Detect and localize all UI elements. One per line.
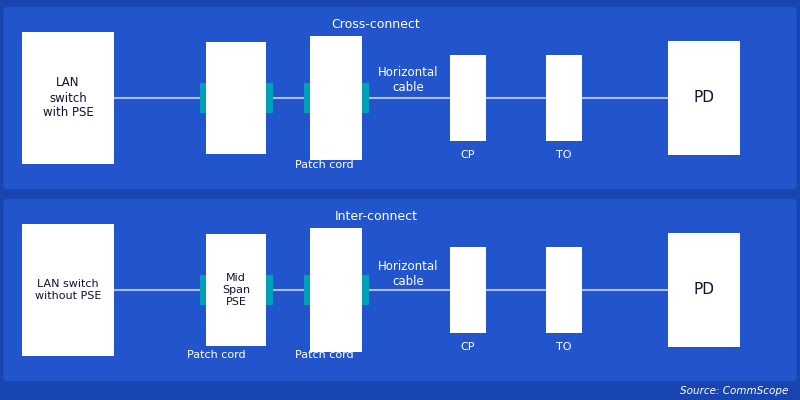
Bar — [546, 247, 582, 333]
Text: CP: CP — [461, 342, 475, 352]
Text: LAN
switch
with PSE: LAN switch with PSE — [42, 76, 94, 120]
Text: Horizontal
cable: Horizontal cable — [378, 260, 438, 288]
Text: Patch cord: Patch cord — [294, 350, 354, 360]
Text: LAN switch
without PSE: LAN switch without PSE — [35, 279, 101, 301]
Text: CP: CP — [461, 150, 475, 160]
Text: Cross-connect: Cross-connect — [332, 18, 420, 31]
Text: Inter-connect: Inter-connect — [334, 210, 418, 223]
Bar — [22, 32, 114, 164]
Bar — [668, 233, 740, 347]
Text: PD: PD — [694, 282, 714, 298]
Text: TO: TO — [556, 342, 572, 352]
FancyBboxPatch shape — [3, 7, 797, 189]
Bar — [356, 83, 369, 113]
Bar — [450, 247, 486, 333]
Text: PD: PD — [694, 90, 714, 106]
Bar — [206, 42, 266, 154]
Bar — [200, 275, 213, 305]
Bar — [450, 55, 486, 141]
Text: Horizontal
cable: Horizontal cable — [378, 66, 438, 94]
Bar — [304, 275, 317, 305]
Bar — [310, 36, 362, 160]
Text: Source: CommScope: Source: CommScope — [680, 386, 788, 396]
Text: Patch cord: Patch cord — [186, 350, 246, 360]
Bar — [22, 224, 114, 356]
Bar — [260, 83, 273, 113]
Bar — [304, 83, 317, 113]
Bar — [310, 228, 362, 352]
Text: Mid
Span
PSE: Mid Span PSE — [222, 274, 250, 306]
Bar — [260, 275, 273, 305]
Bar — [668, 41, 740, 155]
Text: TO: TO — [556, 150, 572, 160]
Text: Patch cord: Patch cord — [294, 160, 354, 170]
Bar — [206, 234, 266, 346]
Bar — [356, 275, 369, 305]
Bar — [200, 83, 213, 113]
Bar — [546, 55, 582, 141]
FancyBboxPatch shape — [3, 199, 797, 381]
